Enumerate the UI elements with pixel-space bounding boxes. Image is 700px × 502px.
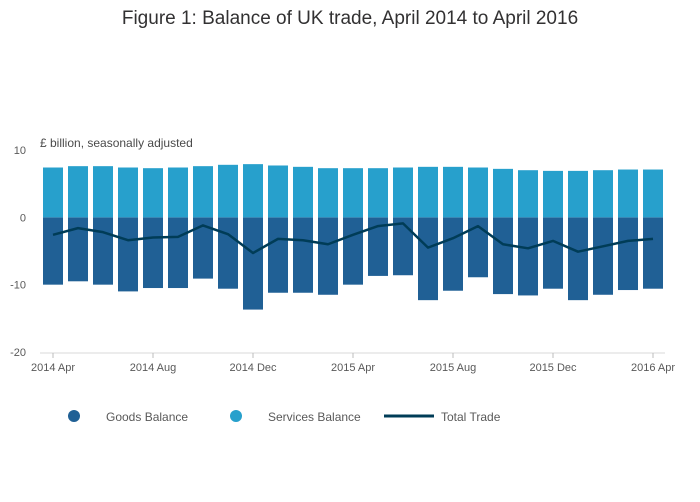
services-balance-bar[interactable] <box>618 169 638 218</box>
services-balance-bar[interactable] <box>293 166 313 218</box>
x-axis: 2014 Apr 2014 Aug 2014 Dec 2015 Apr 2015 Aug… <box>31 352 675 374</box>
services-balance-bar[interactable] <box>118 167 138 218</box>
x-tick-label: 2015 Apr <box>331 362 375 374</box>
goods-balance-bar[interactable] <box>643 217 663 289</box>
x-tick-label: 2014 Dec <box>229 362 277 374</box>
services-balance-bar[interactable] <box>93 166 113 218</box>
goods-balance-bar[interactable] <box>543 217 563 289</box>
y-tick-label: -20 <box>10 347 26 359</box>
goods-balance-bar[interactable] <box>68 217 88 282</box>
bars <box>43 164 663 310</box>
services-balance-bar[interactable] <box>268 165 288 218</box>
goods-balance-bar[interactable] <box>193 217 213 279</box>
services-balance-bar[interactable] <box>518 170 538 218</box>
goods-balance-bar[interactable] <box>343 217 363 285</box>
total-trade-line[interactable] <box>52 222 654 255</box>
goods-balance-bar[interactable] <box>118 217 138 292</box>
goods-balance-bar[interactable] <box>43 217 63 285</box>
goods-balance-bar[interactable] <box>443 217 463 291</box>
goods-balance-bar[interactable] <box>368 217 388 276</box>
goods-balance-bar[interactable] <box>143 217 163 289</box>
goods-balance-bar[interactable] <box>268 217 288 293</box>
services-balance-bar[interactable] <box>543 170 563 218</box>
x-tick-label: 2014 Apr <box>31 362 75 374</box>
y-tick-label: 0 <box>20 212 26 224</box>
goods-balance-bar[interactable] <box>468 217 488 278</box>
services-balance-bar[interactable] <box>318 168 338 218</box>
goods-balance-bar[interactable] <box>168 217 188 289</box>
services-balance-bar[interactable] <box>393 167 413 218</box>
y-axis: 10 0 -10 -20 <box>10 145 26 359</box>
legend-goods-marker <box>68 410 80 422</box>
goods-balance-bar[interactable] <box>218 217 238 289</box>
services-balance-bar[interactable] <box>418 166 438 218</box>
services-balance-bar[interactable] <box>368 168 388 218</box>
legend-goods-label: Goods Balance <box>106 410 188 424</box>
services-balance-bar[interactable] <box>568 170 588 218</box>
legend-services-marker <box>230 410 242 422</box>
y-tick-label: 10 <box>14 145 26 157</box>
total-trade-line-layer <box>52 222 654 255</box>
chart-title: Figure 1: Balance of UK trade, April 201… <box>122 8 578 29</box>
goods-balance-bar[interactable] <box>293 217 313 293</box>
services-balance-bar[interactable] <box>168 167 188 218</box>
x-tick-label: 2015 Aug <box>430 362 477 374</box>
goods-balance-bar[interactable] <box>518 217 538 296</box>
goods-balance-bar[interactable] <box>593 217 613 295</box>
goods-balance-bar[interactable] <box>393 217 413 276</box>
x-tick-label: 2015 Dec <box>529 362 577 374</box>
services-balance-bar[interactable] <box>68 166 88 218</box>
services-balance-bar[interactable] <box>218 164 238 218</box>
services-balance-bar[interactable] <box>143 168 163 218</box>
y-axis-unit-label: £ billion, seasonally adjusted <box>40 136 193 150</box>
services-balance-bar[interactable] <box>468 167 488 218</box>
goods-balance-bar[interactable] <box>618 217 638 291</box>
legend-total-label: Total Trade <box>441 410 501 424</box>
goods-balance-bar[interactable] <box>418 217 438 301</box>
services-balance-bar[interactable] <box>43 167 63 218</box>
x-tick-label: 2014 Aug <box>130 362 177 374</box>
goods-balance-bar[interactable] <box>568 217 588 301</box>
services-balance-bar[interactable] <box>443 166 463 218</box>
goods-balance-bar[interactable] <box>93 217 113 285</box>
services-balance-bar[interactable] <box>193 166 213 218</box>
goods-balance-bar[interactable] <box>493 217 513 295</box>
services-balance-bar[interactable] <box>643 169 663 218</box>
legend: Goods Balance Services Balance Total Trade <box>68 410 501 424</box>
goods-balance-bar[interactable] <box>243 217 263 310</box>
services-balance-bar[interactable] <box>493 168 513 218</box>
x-tick-label: 2016 Apr <box>631 362 675 374</box>
goods-balance-bar[interactable] <box>318 217 338 295</box>
y-tick-label: -10 <box>10 280 26 292</box>
services-balance-bar[interactable] <box>343 168 363 218</box>
services-balance-bar[interactable] <box>593 170 613 218</box>
services-balance-bar[interactable] <box>243 164 263 218</box>
legend-services-label: Services Balance <box>268 410 361 424</box>
